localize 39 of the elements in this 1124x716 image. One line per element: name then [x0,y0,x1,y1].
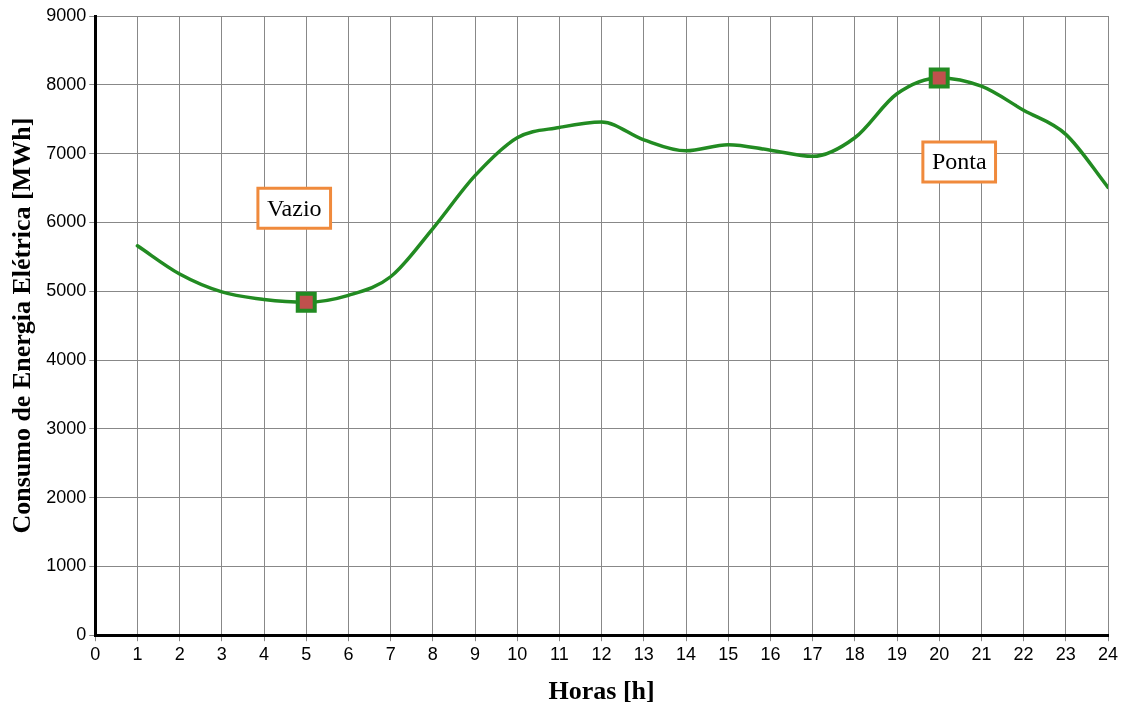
x-tick-label: 16 [760,643,781,664]
y-tick-label: 5000 [46,280,87,301]
x-tick-label: 0 [90,643,101,664]
x-tick-label: 17 [802,643,823,664]
y-tick-label: 6000 [46,211,87,232]
x-tick-label: 18 [844,643,865,664]
x-tick-label: 9 [470,643,481,664]
x-axis-title: Horas [h] [548,676,655,706]
x-tick-label: 15 [718,643,739,664]
x-tick-label: 12 [591,643,612,664]
x-tick-label: 20 [929,643,950,664]
x-tick-label: 11 [550,643,569,664]
x-tick-label: 6 [343,643,354,664]
y-tick-label: 0 [76,624,87,645]
x-tick-label: 19 [886,643,908,664]
x-tick-label: 4 [259,643,270,664]
y-tick-label: 1000 [46,555,87,576]
x-tick-label: 23 [1055,643,1076,664]
y-tick-label: 3000 [46,417,87,438]
x-tick-label: 10 [507,643,528,664]
x-tick-label: 8 [427,643,438,664]
x-tick-label: 3 [216,643,227,664]
x-tick-label: 5 [301,643,312,664]
annotation: Vazio [266,194,322,221]
x-tick-label: 7 [385,643,396,664]
y-tick-label: 2000 [46,486,87,507]
x-tick-label: 14 [676,643,697,664]
y-tick-label: 9000 [46,4,87,25]
y-tick-label: 8000 [46,73,87,94]
y-tick-label: 7000 [46,142,87,163]
y-axis-title: Consumo de Energia Elétrica [MWh] [7,117,37,534]
x-tick-label: 1 [132,643,143,664]
x-tick-label: 13 [633,643,654,664]
x-tick-label: 24 [1097,643,1119,664]
annotation: Ponta [931,148,987,175]
x-tick-label: 21 [971,643,992,664]
x-tick-label: 22 [1013,643,1034,664]
x-tick-label: 2 [174,643,185,664]
y-tick-label: 4000 [46,348,87,369]
